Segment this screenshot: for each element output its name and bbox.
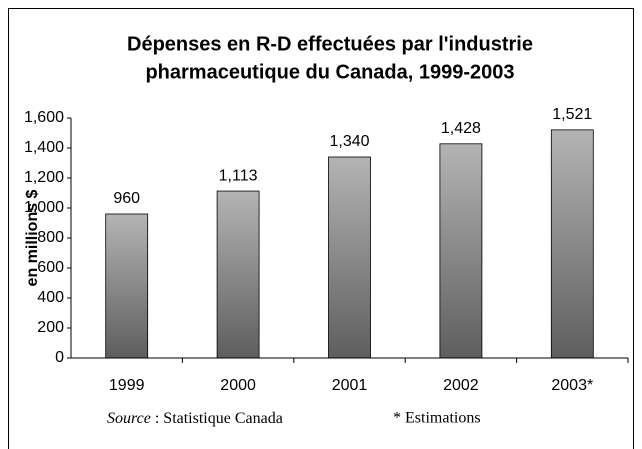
source: Source : Statistique Canada (107, 410, 283, 427)
y-tick-label: 600 (37, 259, 64, 276)
y-tick-label: 1,600 (24, 109, 64, 126)
frame (8, 8, 634, 449)
x-tick-label: 2001 (332, 377, 368, 394)
chart-title: pharmaceutique du Canada, 1999-2003 (145, 61, 514, 83)
bar (550, 129, 594, 359)
source-text: : Statistique Canada (151, 410, 283, 427)
x-tick-label: 2002 (443, 377, 479, 394)
bar (328, 156, 371, 359)
value-label: 1,428 (441, 120, 481, 137)
y-tick-label: 1,000 (24, 199, 64, 216)
y-tick-label: 800 (37, 229, 64, 246)
source-label: Source (107, 410, 151, 427)
x-tick-label: 2003* (551, 377, 593, 394)
value-label: 1,521 (552, 106, 592, 123)
value-label: 1,340 (329, 133, 369, 150)
y-axis-label: en millions $ (24, 189, 41, 286)
y-tick-label: 200 (37, 319, 64, 336)
y-tick-label: 0 (55, 349, 64, 366)
value-label: 1,113 (219, 167, 258, 184)
bar (105, 213, 149, 359)
value-label: 960 (113, 190, 140, 207)
y-tick-label: 400 (37, 289, 64, 306)
y-tick-label: 1,400 (24, 139, 64, 156)
bar (439, 143, 483, 359)
bar (216, 190, 260, 359)
chart-title: Dépenses en R-D effectuées par l'industr… (127, 33, 533, 55)
x-tick-label: 2000 (220, 377, 256, 394)
x-tick-label: 1999 (109, 377, 145, 394)
note: * Estimations (393, 410, 481, 427)
y-tick-label: 1,200 (24, 169, 64, 186)
